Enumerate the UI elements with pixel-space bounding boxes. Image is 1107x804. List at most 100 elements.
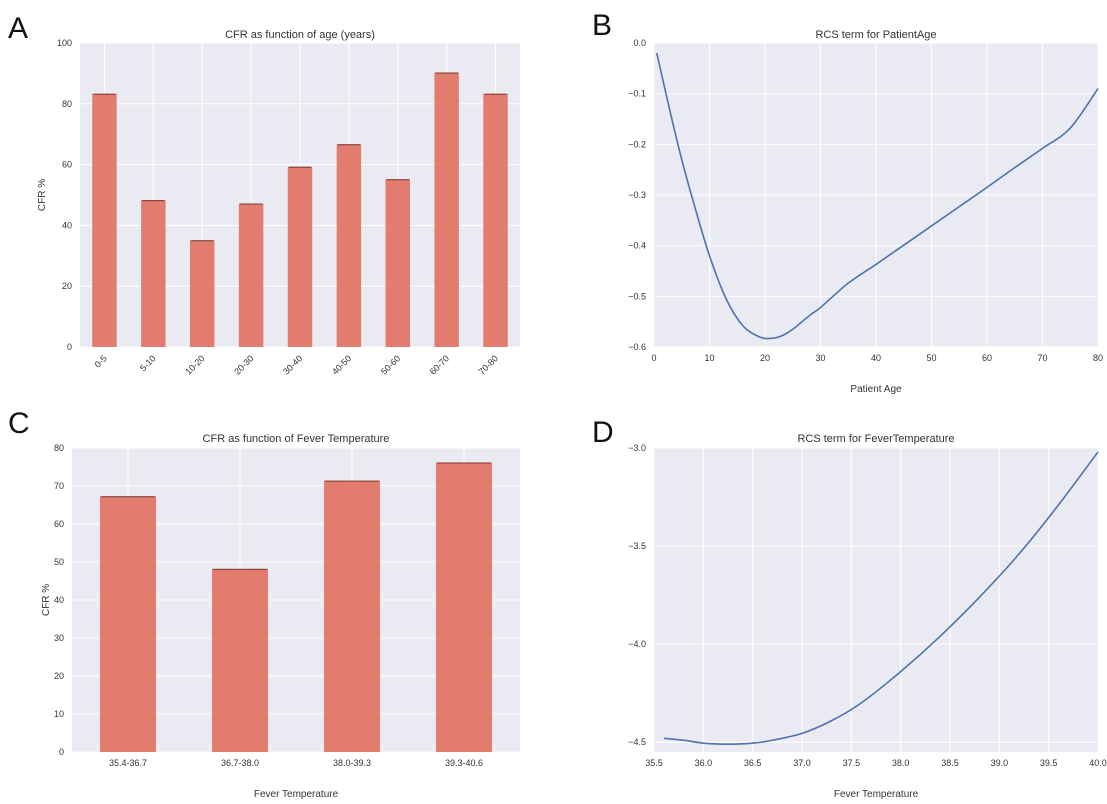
y-axis-label-a: CFR %: [37, 179, 48, 211]
x-tick-label: 70-80: [477, 353, 500, 376]
chart-title-d: RCS term for FeverTemperature: [797, 433, 954, 445]
y-ticks-c: 0 10 20 30 40 50 60 70 80: [54, 443, 64, 757]
y-tick-label: 60: [62, 160, 72, 170]
x-tick-label: 10: [704, 353, 714, 363]
panel-b: B 0.0 −0.1 −0.2 −0.3 −0.4 −0.5 −0.6 0 10 20 30 40 5…: [592, 9, 1103, 395]
x-tick-label: 37.5: [843, 758, 861, 768]
bar: [190, 240, 215, 347]
series-line: [663, 451, 1099, 746]
x-tick-label: 50-60: [379, 353, 402, 376]
y-tick-label: −3.0: [628, 443, 646, 453]
x-tick-label: 37.0: [793, 758, 811, 768]
x-tick-label: 10-20: [183, 353, 206, 376]
y-tick-label: 0: [59, 747, 64, 757]
bar: [287, 166, 313, 347]
panel-d: D −3.0 −3.5 −4.0 −4.5 35.5 36.0 36.5 37.0 37.5 3…: [592, 416, 1107, 800]
x-tick-label: 36.0: [695, 758, 713, 768]
x-ticks-a: 0-5 5-10 10-20 20-30 30-40 40-50 50-60 60-70 70-…: [93, 353, 500, 376]
series-line: [655, 52, 1099, 340]
x-tick-label: 60-70: [428, 353, 451, 376]
y-tick-label: −0.2: [628, 139, 646, 149]
chart-title-c: CFR as function of Fever Temperature: [203, 433, 390, 445]
line-d: [663, 451, 1099, 746]
bar: [92, 93, 117, 347]
x-tick-label: 80: [1093, 353, 1103, 363]
y-tick-label: −4.5: [628, 737, 646, 747]
x-tick-label: 20-30: [232, 353, 255, 376]
panel-c: C 0 10 20 30 40 50 60 70 80 35.4-36.7 36.7-38.0 38…: [8, 407, 520, 800]
y-tick-label: 50: [54, 557, 64, 567]
x-ticks-c: 35.4-36.7 36.7-38.0 38.0-39.3 39.3-40.6: [109, 758, 483, 768]
bar: [212, 568, 268, 752]
x-tick-label: 0-5: [93, 353, 109, 369]
plot-area-d: [654, 448, 1098, 752]
x-tick-label: 40: [871, 353, 881, 363]
x-tick-label: 36.7-38.0: [221, 758, 259, 768]
x-tick-label: 35.5: [645, 758, 663, 768]
panel-letter-b: B: [592, 9, 612, 42]
x-tick-label: 5-10: [138, 353, 158, 373]
y-tick-label: −0.4: [628, 241, 646, 251]
panel-a: A 0 20 40 60 80 100 0-5 5-10 10-20 20-30 30-40 40-…: [8, 12, 520, 377]
x-tick-label: 35.4-36.7: [109, 758, 147, 768]
bar: [336, 144, 362, 347]
y-tick-label: −0.3: [628, 190, 646, 200]
bar: [434, 72, 459, 347]
x-tick-label: 50: [926, 353, 936, 363]
x-tick-label: 20: [760, 353, 770, 363]
panel-letter-a: A: [8, 12, 28, 45]
y-tick-label: 0: [67, 342, 72, 352]
y-tick-label: 30: [54, 633, 64, 643]
y-tick-label: −0.5: [628, 291, 646, 301]
y-tick-label: −0.1: [628, 89, 646, 99]
bar: [141, 200, 166, 347]
x-tick-label: 40-50: [330, 353, 353, 376]
y-axis-label-c: CFR %: [41, 584, 52, 616]
y-ticks-a: 0 20 40 60 80 100: [57, 38, 72, 352]
x-axis-label-d: Fever Temperature: [834, 789, 919, 800]
y-tick-label: −4.0: [628, 639, 646, 649]
y-tick-label: 20: [54, 671, 64, 681]
bar: [238, 203, 264, 347]
y-tick-label: 60: [54, 519, 64, 529]
x-tick-label: 38.0-39.3: [333, 758, 371, 768]
x-tick-label: 40.0: [1089, 758, 1107, 768]
y-tick-label: 40: [54, 595, 64, 605]
y-ticks-b: 0.0 −0.1 −0.2 −0.3 −0.4 −0.5 −0.6: [628, 38, 646, 352]
y-tick-label: 20: [62, 281, 72, 291]
bar: [324, 480, 380, 752]
x-tick-label: 30: [815, 353, 825, 363]
bar: [385, 179, 410, 347]
panel-letter-c: C: [8, 407, 30, 440]
x-tick-label: 60: [982, 353, 992, 363]
y-tick-label: 80: [54, 443, 64, 453]
y-ticks-d: −3.0 −3.5 −4.0 −4.5: [628, 443, 646, 747]
x-ticks-d: 35.5 36.0 36.5 37.0 37.5 38.0 38.5 39.0 39.5 40.0: [645, 758, 1107, 768]
grid-b: [653, 42, 1099, 348]
y-tick-label: 10: [54, 709, 64, 719]
panel-letter-d: D: [592, 416, 614, 449]
x-ticks-b: 0 10 20 30 40 50 60 70 80: [651, 353, 1103, 363]
bar: [483, 93, 508, 347]
y-tick-label: 100: [57, 38, 72, 48]
chart-title-b: RCS term for PatientAge: [815, 29, 936, 41]
x-tick-label: 0: [651, 353, 656, 363]
y-tick-label: 40: [62, 220, 72, 230]
grid-d: [653, 447, 1099, 752]
y-tick-label: 0.0: [633, 38, 646, 48]
x-axis-label-b: Patient Age: [850, 384, 902, 395]
x-tick-label: 38.0: [892, 758, 910, 768]
x-tick-label: 38.5: [941, 758, 959, 768]
y-tick-label: 80: [62, 99, 72, 109]
x-tick-label: 39.3-40.6: [445, 758, 483, 768]
bar: [100, 496, 156, 752]
y-tick-label: −3.5: [628, 541, 646, 551]
x-tick-label: 30-40: [281, 353, 304, 376]
x-axis-label-c: Fever Temperature: [254, 789, 339, 800]
bar: [436, 462, 492, 752]
bars-a: [92, 72, 508, 347]
x-tick-label: 36.5: [744, 758, 762, 768]
x-tick-label: 39.5: [1040, 758, 1058, 768]
bars-c: [100, 462, 492, 752]
